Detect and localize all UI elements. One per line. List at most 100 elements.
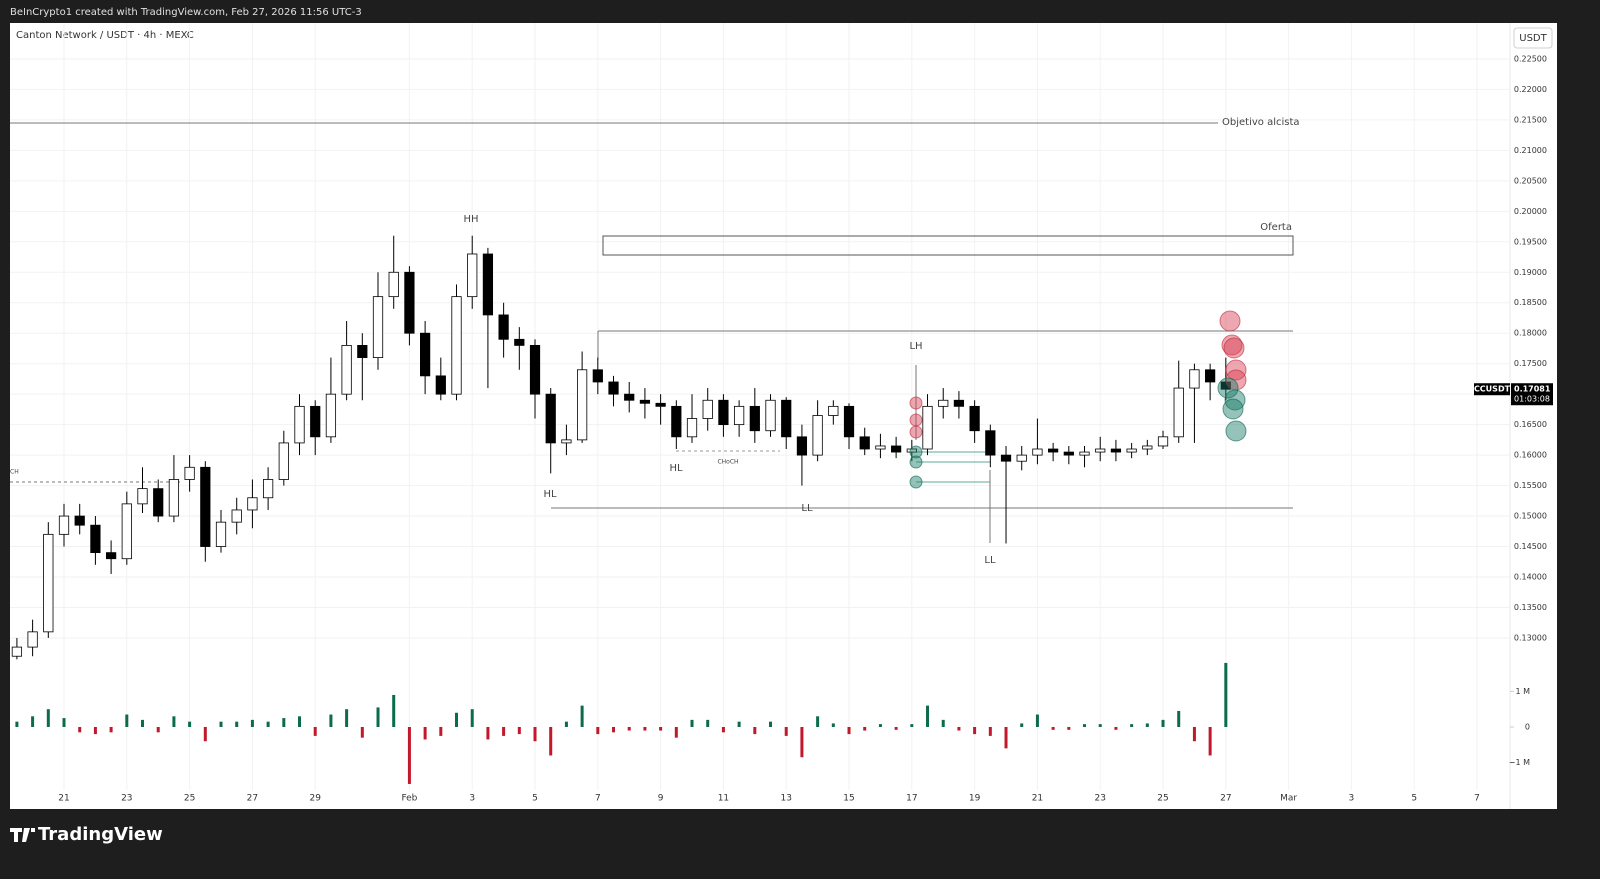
candle-body — [969, 405, 980, 432]
candle-body — [1000, 454, 1012, 462]
volume-bar — [988, 726, 992, 736]
y-tick-label: 0.15500 — [1514, 481, 1547, 490]
candle-body — [718, 399, 729, 426]
volume-bar — [392, 694, 396, 727]
volume-bar — [1083, 724, 1087, 727]
volume-bar — [219, 721, 223, 727]
signal-bubble — [909, 445, 923, 459]
volume-bar — [345, 709, 349, 727]
candle-body — [137, 488, 148, 505]
volume-pane — [15, 662, 1228, 784]
x-tick-label: 17 — [906, 794, 917, 804]
volume-bar — [863, 726, 867, 731]
signal-bubble — [909, 413, 923, 427]
volume-bar — [957, 726, 961, 731]
volume-bar — [329, 714, 333, 727]
x-tick-label: 15 — [843, 794, 854, 804]
volume-bar — [156, 726, 160, 733]
candle-body — [310, 405, 321, 438]
candle-body — [1189, 369, 1200, 389]
volume-bar — [1224, 662, 1228, 727]
x-tick-label: Mar — [1280, 794, 1297, 804]
volume-bar — [627, 726, 631, 731]
candle-body — [843, 405, 855, 438]
candle-body — [388, 271, 399, 298]
volume-bar — [643, 726, 647, 731]
y-tick-label: 0.18000 — [1514, 329, 1547, 338]
currency-box[interactable] — [1513, 27, 1553, 49]
y2-tick-label: 0 — [1525, 722, 1530, 731]
volume-bar — [800, 726, 804, 758]
candle-body — [153, 488, 164, 517]
candle-body — [215, 521, 227, 547]
y-tick-label: 0.21500 — [1514, 115, 1547, 124]
price-box — [1511, 383, 1553, 406]
volume-bar — [188, 721, 192, 727]
brand: TradingView — [38, 824, 163, 845]
volume-bar — [1004, 726, 1008, 749]
y-tick-label: 0.22500 — [1514, 54, 1547, 63]
volume-bar — [549, 726, 553, 756]
volume-bar — [941, 719, 945, 727]
candle-body — [592, 369, 603, 383]
countdown: 01:03:08 — [1514, 395, 1550, 404]
candle-body — [812, 415, 823, 456]
candle-body — [184, 466, 195, 480]
volume-bar — [78, 726, 82, 733]
volume-bar — [753, 726, 757, 735]
volume-bar — [125, 714, 129, 727]
signal-bubble — [1221, 334, 1243, 356]
candle-body — [1016, 454, 1027, 462]
candle-body — [922, 405, 933, 450]
candle-body — [372, 296, 384, 358]
candle-body — [639, 399, 651, 404]
x-tick-label: 11 — [718, 794, 729, 804]
volume-bar — [313, 726, 317, 736]
signal-bubble — [1223, 337, 1245, 359]
x-tick-label: 13 — [780, 794, 791, 804]
candle-body — [1048, 448, 1059, 453]
annotation: Objetivo alcista — [1222, 117, 1300, 128]
volume-bar — [455, 712, 459, 727]
volume-bar — [407, 726, 411, 784]
y2-tick-label: 1 M — [1515, 687, 1530, 696]
volume-bar — [1020, 723, 1024, 727]
x-tick-label: 27 — [1220, 794, 1231, 804]
candle-body — [1110, 448, 1122, 453]
brand-logo — [10, 828, 35, 842]
candle-body — [200, 466, 211, 547]
y-tick-label: 0.20000 — [1514, 207, 1547, 216]
volume-bar — [15, 721, 19, 727]
volume-bar — [659, 726, 663, 731]
candle-body — [294, 405, 305, 444]
candle-body — [1142, 445, 1153, 450]
x-tick-label: 3 — [1349, 794, 1355, 804]
volume-bar — [1051, 726, 1055, 730]
volume-bar — [894, 726, 898, 730]
candle-body — [781, 399, 792, 438]
candle-body — [27, 631, 38, 648]
candle-body — [74, 515, 85, 526]
candle-body — [859, 436, 870, 450]
candle-body — [420, 332, 431, 377]
volume-bar — [1067, 726, 1071, 730]
supply-zone — [602, 235, 1294, 256]
candle-body — [1205, 369, 1216, 383]
volume-bar — [486, 726, 490, 740]
candle-body — [891, 445, 902, 453]
volume-bar — [1177, 710, 1181, 727]
x-tick-label: Feb — [401, 794, 417, 804]
candle-body — [655, 402, 666, 407]
x-tick-label: 21 — [1032, 794, 1043, 804]
annotation: HH — [463, 214, 478, 225]
candle-body — [796, 436, 808, 456]
candle-body — [357, 345, 368, 358]
x-tick-label: 29 — [309, 794, 321, 804]
candle-body — [482, 253, 494, 316]
volume-bar — [1130, 724, 1134, 727]
volume-bar — [784, 726, 788, 736]
volume-bar — [298, 716, 302, 727]
volume-bar — [235, 721, 239, 727]
y-tick-label: 0.21000 — [1514, 146, 1547, 155]
signal-bubble — [909, 396, 923, 410]
